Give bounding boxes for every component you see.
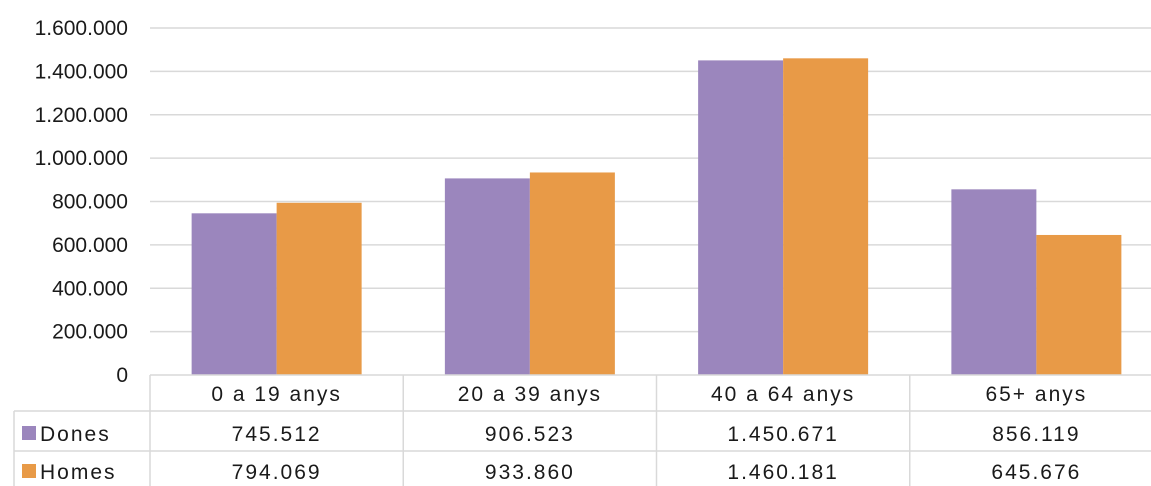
bar-homes	[783, 58, 869, 376]
y-axis-ticks: 0 200.000 400.000 600.000 800.000 1.000.000 1.…	[35, 17, 128, 387]
bar-dones	[191, 213, 277, 375]
y-tick-label: 1.200.000	[35, 104, 128, 127]
bar-dones	[698, 60, 784, 375]
data-label: 906.523	[485, 423, 575, 446]
data-label: 745.512	[232, 423, 322, 446]
category-label: 65+ anys	[985, 383, 1087, 406]
data-label: 856.119	[992, 423, 1080, 446]
bar-dones	[951, 189, 1037, 375]
y-tick-label: 800.000	[52, 191, 128, 214]
y-tick-label: 200.000	[52, 321, 128, 344]
legend-label-homes: Homes	[40, 461, 117, 484]
legend-label-dones: Dones	[40, 423, 111, 446]
data-label: 933.860	[485, 461, 575, 484]
bars	[191, 58, 1122, 376]
y-tick-label: 600.000	[52, 234, 128, 257]
legend-swatch-dones	[22, 426, 36, 440]
bar-homes	[1036, 234, 1122, 375]
data-label: 1.450.671	[727, 423, 838, 446]
y-tick-label: 1.400.000	[35, 60, 128, 83]
y-tick-label: 0	[116, 364, 128, 387]
bar-homes	[276, 202, 362, 375]
y-tick-label: 1.600.000	[35, 17, 128, 40]
bar-dones	[444, 178, 530, 375]
category-label: 40 a 64 anys	[711, 383, 855, 406]
data-table: 0 a 19 anys 20 a 39 anys 40 a 64 anys 65+ a…	[13, 374, 1151, 486]
y-tick-label: 400.000	[52, 277, 128, 300]
category-label: 0 a 19 anys	[211, 383, 342, 406]
data-label: 645.676	[991, 461, 1081, 484]
legend-swatch-homes	[22, 464, 36, 478]
bar-homes	[529, 172, 615, 375]
data-label: 1.460.181	[727, 461, 838, 484]
category-label: 20 a 39 anys	[458, 383, 602, 406]
y-tick-label: 1.000.000	[35, 147, 128, 170]
data-label: 794.069	[232, 461, 322, 484]
